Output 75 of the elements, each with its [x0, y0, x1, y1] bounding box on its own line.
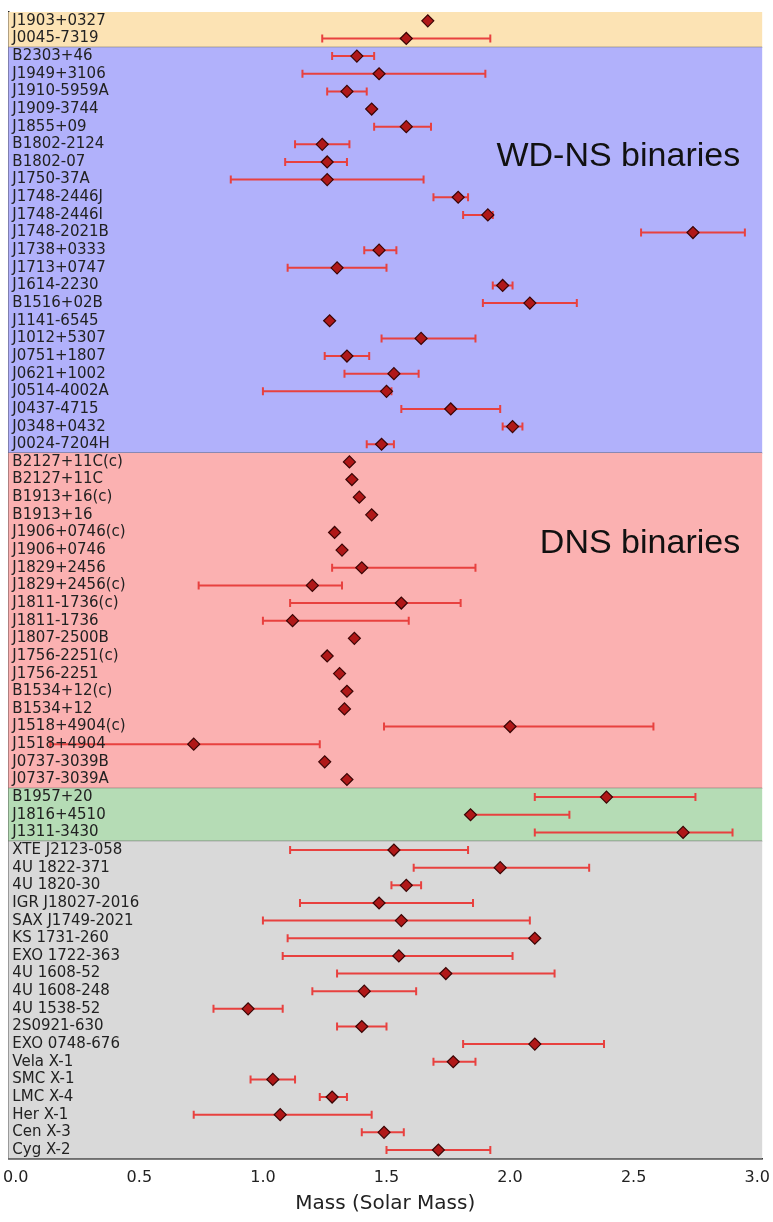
y-tick-label: J1910-5959A — [11, 81, 110, 100]
y-tick-label: 4U 1820-30 — [12, 875, 101, 894]
y-tick-label: J1311-3430 — [11, 822, 99, 841]
y-tick-label: J0751+1807 — [11, 345, 106, 364]
y-tick-label: B1802-07 — [12, 151, 86, 170]
y-tick-label: J1855+09 — [11, 116, 87, 135]
y-tick-label: B2127+11C(c) — [12, 451, 123, 470]
y-tick-label: J1713+0747 — [11, 257, 106, 276]
y-tick-label: J1750-37A — [11, 169, 91, 188]
y-tick-label: EXO 1722-363 — [12, 945, 120, 964]
y-tick-label: Her X-1 — [12, 1104, 69, 1123]
y-tick-label: J1748-2021B — [11, 222, 109, 241]
y-tick-label: 2S0921-630 — [12, 1016, 104, 1035]
x-tick-label: 2.5 — [620, 1166, 647, 1186]
y-tick-label: J0437-4715 — [11, 398, 99, 417]
x-axis-title: Mass (Solar Mass) — [295, 1190, 476, 1215]
y-tick-label: J1829+2456 — [11, 557, 106, 576]
y-tick-label: B1957+20 — [12, 787, 93, 806]
y-tick-label: 4U 1608-52 — [12, 963, 101, 982]
y-tick-label: J1829+2456(c) — [11, 575, 126, 594]
y-tick-label: IGR J18027-2016 — [12, 892, 140, 911]
y-tick-label: J0045-7319 — [11, 28, 99, 47]
y-tick-label: J1756-2251 — [11, 663, 99, 682]
y-tick-label: LMC X-4 — [12, 1086, 74, 1105]
band-label: DNS binaries — [539, 521, 741, 560]
y-tick-label: J1816+4510 — [11, 804, 106, 823]
y-tick-label: B1516+02B — [12, 293, 103, 311]
y-tick-label: 4U 1822-371 — [12, 857, 110, 876]
x-tick-label: 1.0 — [250, 1166, 276, 1186]
y-tick-label: EXO 0748-676 — [12, 1034, 120, 1053]
y-tick-label: KS 1731-260 — [12, 928, 109, 947]
y-tick-label: 4U 1608-248 — [12, 981, 110, 1000]
x-tick-label: 1.5 — [373, 1166, 400, 1186]
x-tick-label: 0.5 — [126, 1166, 153, 1186]
y-tick-label: J0514-4002A — [11, 381, 110, 400]
y-tick-label: J0737-3039A — [11, 769, 110, 788]
y-tick-label: J1949+3106 — [11, 63, 106, 82]
y-tick-label: Vela X-1 — [12, 1051, 74, 1070]
y-tick-label: J1807-2500B — [11, 628, 109, 647]
y-tick-label: J1141-6545 — [11, 310, 99, 329]
y-tick-label: J0737-3039B — [11, 751, 109, 770]
y-tick-label: B1913+16(c) — [12, 487, 113, 506]
x-tick-label: 0.0 — [3, 1166, 29, 1186]
y-tick-label: B1913+16 — [12, 504, 93, 523]
y-tick-label: B1802-2124 — [12, 134, 105, 153]
y-tick-label: J1614-2230 — [11, 275, 99, 294]
y-tick-label: J1906+0746 — [11, 540, 106, 558]
y-tick-label: XTE J2123-058 — [12, 839, 123, 858]
y-tick-label: J0024-7204H — [11, 434, 110, 453]
y-tick-label: J1012+5307 — [11, 328, 106, 347]
y-tick-label: J1756-2251(c) — [11, 645, 119, 664]
y-tick-label: J1518+4904 — [11, 734, 106, 753]
y-tick-label: B1534+12 — [12, 698, 93, 717]
y-tick-label: J1748-2446J — [11, 187, 103, 206]
y-tick-label: J1909-3744 — [11, 98, 99, 117]
y-tick-label: J1518+4904(c) — [11, 716, 126, 735]
y-tick-label: J1906+0746(c) — [11, 522, 126, 541]
y-tick-label: J1811-1736 — [11, 610, 99, 629]
y-tick-label: J1903+0327 — [11, 10, 106, 29]
y-tick-label: SAX J1749-2021 — [12, 910, 134, 929]
y-tick-label: J1811-1736(c) — [11, 592, 119, 611]
y-tick-label: B1534+12(c) — [12, 681, 113, 700]
y-tick-label: SMC X-1 — [12, 1069, 75, 1088]
y-tick-label: J1738+0333 — [11, 240, 106, 259]
x-tick-label: 3.0 — [744, 1166, 770, 1186]
y-tick-label: B2303+46 — [12, 46, 93, 64]
band-label: WD-NS binaries — [496, 135, 741, 174]
y-tick-label: B2127+11C — [12, 469, 103, 488]
y-tick-label: J0348+0432 — [11, 416, 106, 435]
y-tick-label: Cen X-3 — [12, 1122, 71, 1141]
y-tick-label: J1748-2446I — [11, 204, 103, 223]
x-tick-label: 2.0 — [497, 1166, 523, 1186]
y-tick-label: J0621+1002 — [11, 363, 106, 382]
y-tick-label: 4U 1538-52 — [12, 998, 101, 1017]
y-tick-label: Cyg X-2 — [12, 1139, 71, 1158]
